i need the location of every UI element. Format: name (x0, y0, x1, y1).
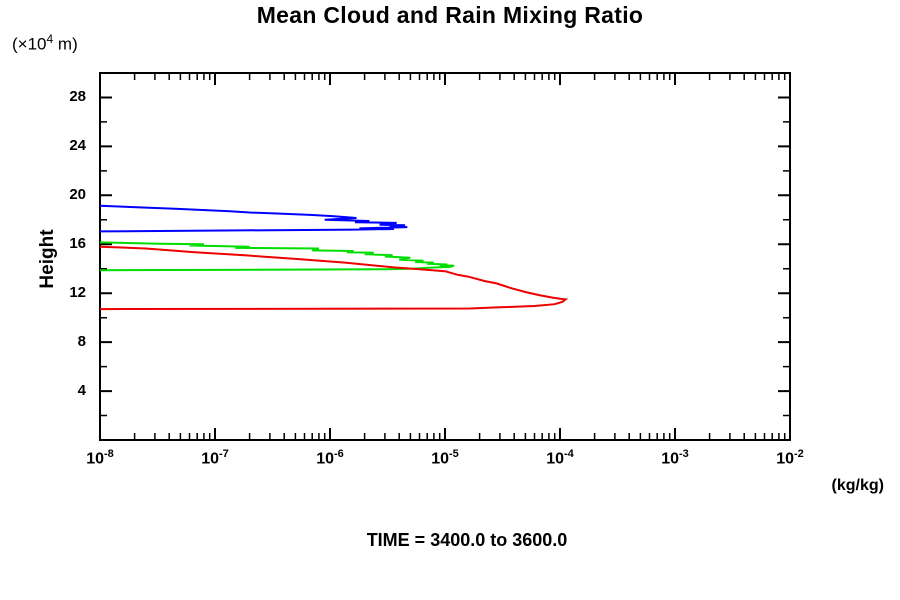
y-tick-label-28: 28 (69, 88, 86, 106)
y-axis-unit-exponent: 4 (46, 32, 54, 46)
y-tick-label-16: 16 (69, 235, 86, 253)
major-ticks (99, 73, 791, 440)
minor-ticks (100, 73, 790, 440)
x-tick-label-1e-4: 10-4 (546, 448, 574, 468)
x-axis-unit-label: (kg/kg) (831, 477, 884, 494)
blue-profile-curve (99, 204, 408, 233)
y-axis-unit-label: (×104 m) (12, 32, 78, 55)
y-tick-label-24: 24 (69, 137, 86, 155)
plot-frame (99, 72, 791, 441)
x-tick-label-1e-8: 10-8 (86, 448, 114, 468)
y-tick-label-8: 8 (77, 333, 86, 351)
red-profile-curve (99, 245, 569, 311)
x-tick-label-1e-5: 10-5 (431, 448, 459, 468)
y-tick-label-4: 4 (77, 382, 86, 400)
y-axis-unit-suffix: m) (53, 34, 78, 54)
green-profile-curve (99, 241, 455, 272)
x-tick-label-1e-3: 10-3 (661, 448, 689, 468)
time-annotation: TIME = 3400.0 to 3600.0 (366, 530, 568, 550)
x-tick-label-1e-2: 10-2 (776, 448, 804, 468)
y-axis-unit-prefix: (×10 (12, 34, 47, 54)
x-tick-label-1e-6: 10-6 (316, 448, 344, 468)
x-tick-label-1e-7: 10-7 (201, 448, 229, 468)
chart-title: Mean Cloud and Rain Mixing Ratio (256, 2, 644, 28)
y-tick-label-20: 20 (69, 186, 86, 204)
y-tick-label-12: 12 (69, 284, 86, 302)
